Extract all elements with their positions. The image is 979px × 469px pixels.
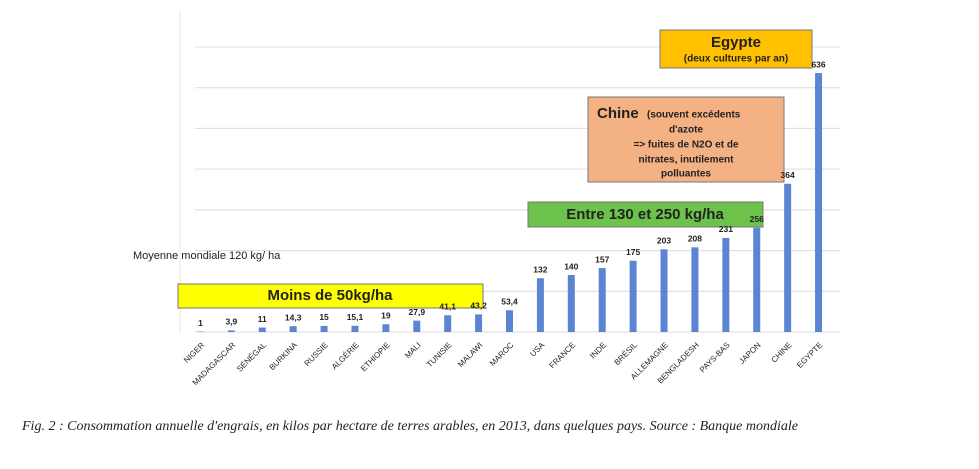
value-label: 364 bbox=[781, 170, 795, 180]
bar bbox=[753, 227, 761, 332]
bar bbox=[382, 324, 390, 332]
x-tick-label: MALAWI bbox=[456, 341, 484, 369]
bar bbox=[722, 237, 730, 332]
x-tick-label: PAYS-BAS bbox=[698, 341, 732, 375]
caption: Fig. 2 : Consommation annuelle d'engrais… bbox=[22, 419, 798, 434]
x-tick-label: ALGÉRIE bbox=[330, 341, 361, 372]
bar bbox=[227, 330, 235, 332]
x-tick-label: NIGER bbox=[182, 340, 206, 364]
x-tick-label: JAPON bbox=[737, 340, 762, 365]
china-note: polluantes bbox=[661, 169, 711, 180]
world-average: Moyenne mondiale 120 kg/ ha bbox=[133, 250, 281, 262]
x-tick-label: BURKINA bbox=[268, 340, 300, 372]
bar bbox=[475, 314, 483, 332]
x-tick-label: MALI bbox=[403, 341, 423, 361]
value-label: 41,1 bbox=[439, 302, 456, 312]
china-note: d'azote bbox=[669, 125, 703, 136]
x-tick-label: USA bbox=[528, 340, 546, 358]
egypt-note: (deux cultures par an) bbox=[684, 54, 788, 65]
x-tick-label: FRANCE bbox=[548, 341, 578, 371]
bar bbox=[691, 247, 699, 332]
bar bbox=[320, 325, 328, 332]
value-label: 132 bbox=[533, 265, 547, 275]
value-label: 15 bbox=[319, 312, 329, 322]
bar bbox=[506, 310, 513, 332]
value-label: 14,3 bbox=[285, 312, 302, 322]
mid-box bbox=[527, 201, 764, 228]
low-label: Moins de 50kg/ha bbox=[267, 287, 393, 304]
value-label: 43,2 bbox=[470, 301, 487, 311]
x-tick-label: RUSSIE bbox=[303, 341, 330, 368]
bar bbox=[629, 260, 637, 332]
value-label: 231 bbox=[719, 224, 733, 234]
bars bbox=[196, 73, 823, 333]
mid-label: Entre 130 et 250 kg/ha bbox=[566, 206, 724, 223]
egypt-title: Egypte bbox=[711, 34, 761, 51]
x-tick-label: BRÉSIL bbox=[613, 340, 640, 367]
china-note: => fuites de N2O et de bbox=[633, 140, 738, 151]
egypt-box bbox=[659, 29, 813, 69]
x-tick-label: TUNISIE bbox=[425, 341, 454, 370]
bar bbox=[784, 183, 792, 332]
x-tick-label: EGYPTE bbox=[795, 341, 824, 370]
x-tick-label: SÉNÉGAL bbox=[235, 340, 268, 373]
value-label: 15,1 bbox=[347, 312, 364, 322]
bar bbox=[598, 268, 606, 332]
value-label: 203 bbox=[657, 236, 671, 246]
value-label: 19 bbox=[381, 311, 391, 321]
bar bbox=[258, 327, 266, 332]
value-label: 636 bbox=[811, 59, 825, 69]
value-label: 27,9 bbox=[409, 307, 426, 317]
china-title: Chine bbox=[597, 105, 639, 122]
x-tick-label: MAROC bbox=[488, 340, 516, 368]
china-note: (souvent excédents bbox=[647, 110, 741, 121]
value-label: 140 bbox=[564, 261, 578, 271]
china-note: nitrates, inutilement bbox=[638, 155, 734, 166]
value-label: 11 bbox=[258, 314, 267, 324]
value-label: 53,4 bbox=[501, 297, 518, 307]
value-label: 208 bbox=[688, 234, 702, 244]
china-box bbox=[587, 96, 785, 183]
x-tick-label: ETHIOPIE bbox=[359, 341, 392, 374]
bar bbox=[536, 278, 544, 332]
value-label: 175 bbox=[626, 247, 640, 257]
x-tick-label: CHINE bbox=[770, 341, 794, 365]
bar bbox=[444, 315, 452, 332]
bar bbox=[815, 73, 823, 333]
bar bbox=[289, 326, 297, 332]
bar bbox=[351, 325, 359, 332]
bar bbox=[413, 320, 421, 332]
value-label: 256 bbox=[750, 214, 764, 224]
bar bbox=[660, 249, 668, 332]
bar bbox=[567, 275, 575, 332]
chart: Moyenne mondiale 120 kg/ ha Moins de 50k… bbox=[133, 12, 840, 387]
value-label: 3,9 bbox=[225, 317, 237, 327]
x-tick-label: INDE bbox=[588, 341, 608, 361]
low-box bbox=[177, 283, 484, 309]
value-label: 157 bbox=[595, 254, 609, 264]
value-label: 1 bbox=[198, 318, 203, 328]
